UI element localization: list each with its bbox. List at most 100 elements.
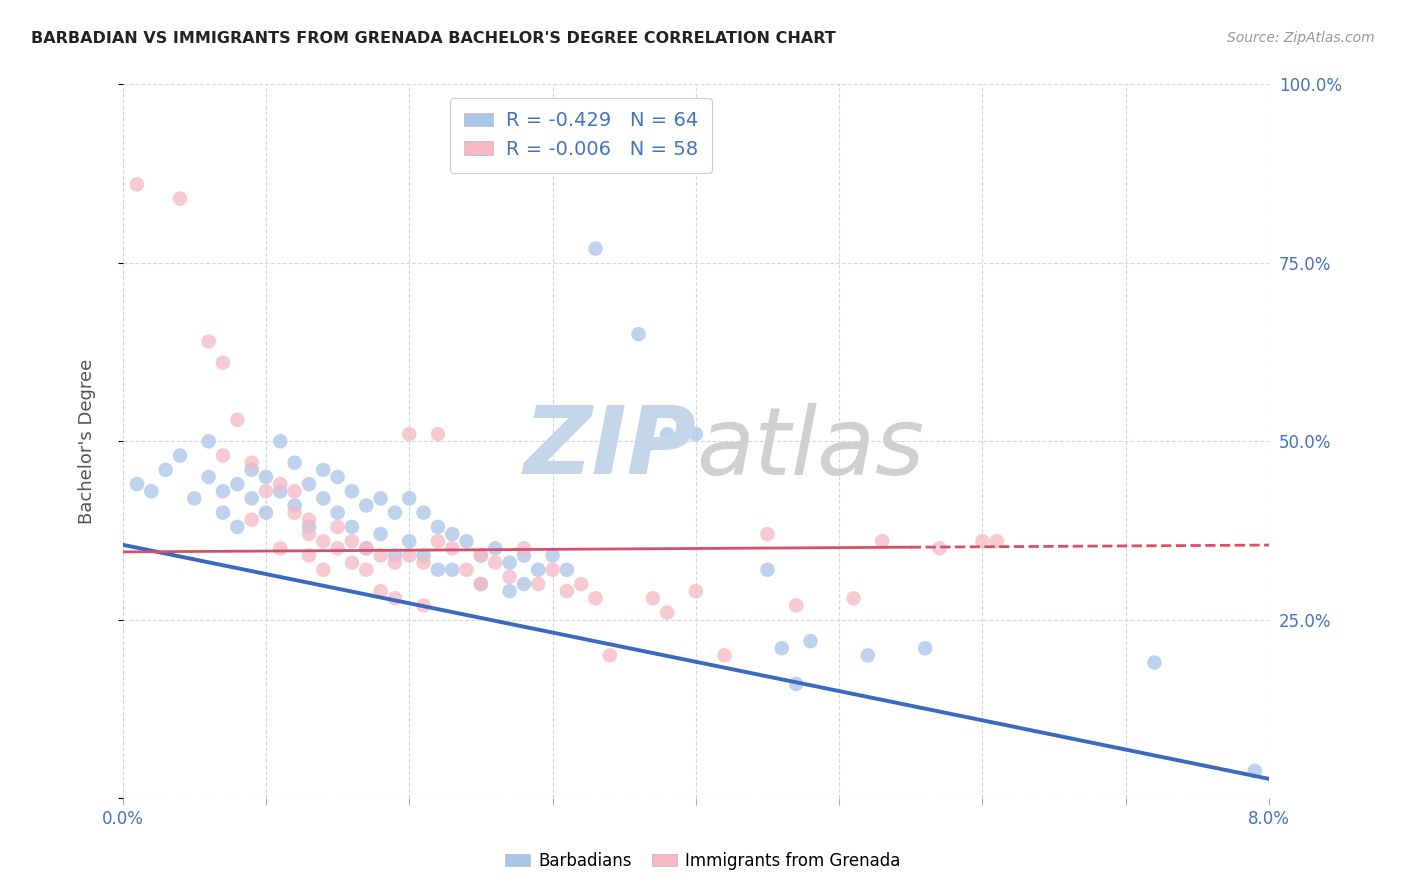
Point	[527, 563, 550, 577]
Point	[541, 549, 564, 563]
Point	[398, 549, 420, 563]
Point	[370, 491, 392, 506]
Point	[240, 456, 263, 470]
Point	[212, 356, 235, 370]
Point	[326, 470, 349, 484]
Point	[384, 591, 406, 606]
Point	[269, 484, 291, 499]
Point	[513, 549, 536, 563]
Point	[212, 449, 235, 463]
Point	[212, 484, 235, 499]
Point	[498, 584, 520, 599]
Point	[426, 427, 449, 442]
Point	[986, 534, 1008, 549]
Point	[212, 506, 235, 520]
Point	[770, 641, 793, 656]
Point	[326, 520, 349, 534]
Y-axis label: Bachelor's Degree: Bachelor's Degree	[79, 359, 96, 524]
Point	[398, 491, 420, 506]
Point	[169, 449, 191, 463]
Point	[842, 591, 865, 606]
Point	[384, 549, 406, 563]
Point	[370, 527, 392, 541]
Point	[240, 491, 263, 506]
Text: Source: ZipAtlas.com: Source: ZipAtlas.com	[1227, 31, 1375, 45]
Point	[398, 427, 420, 442]
Point	[914, 641, 936, 656]
Point	[585, 242, 607, 256]
Point	[384, 556, 406, 570]
Point	[356, 541, 378, 556]
Point	[125, 178, 148, 192]
Point	[356, 499, 378, 513]
Point	[470, 577, 492, 591]
Point	[398, 534, 420, 549]
Point	[412, 506, 434, 520]
Point	[370, 549, 392, 563]
Point	[284, 499, 307, 513]
Point	[657, 606, 679, 620]
Point	[254, 506, 277, 520]
Point	[326, 541, 349, 556]
Point	[197, 434, 219, 449]
Point	[312, 463, 335, 477]
Point	[426, 534, 449, 549]
Text: ZIP: ZIP	[523, 402, 696, 494]
Point	[470, 549, 492, 563]
Point	[412, 556, 434, 570]
Point	[340, 534, 363, 549]
Point	[972, 534, 994, 549]
Point	[356, 541, 378, 556]
Point	[441, 527, 464, 541]
Point	[141, 484, 163, 499]
Point	[370, 584, 392, 599]
Point	[155, 463, 177, 477]
Point	[484, 541, 506, 556]
Point	[785, 599, 807, 613]
Point	[298, 549, 321, 563]
Point	[498, 556, 520, 570]
Point	[513, 541, 536, 556]
Text: atlas: atlas	[696, 403, 924, 494]
Point	[799, 634, 821, 648]
Point	[470, 549, 492, 563]
Point	[226, 520, 249, 534]
Point	[856, 648, 879, 663]
Point	[441, 563, 464, 577]
Point	[541, 563, 564, 577]
Point	[240, 513, 263, 527]
Point	[785, 677, 807, 691]
Point	[555, 584, 578, 599]
Point	[269, 434, 291, 449]
Point	[284, 484, 307, 499]
Point	[756, 563, 779, 577]
Point	[284, 506, 307, 520]
Point	[197, 470, 219, 484]
Point	[928, 541, 950, 556]
Point	[713, 648, 735, 663]
Point	[183, 491, 205, 506]
Point	[426, 563, 449, 577]
Legend: Barbadians, Immigrants from Grenada: Barbadians, Immigrants from Grenada	[499, 846, 907, 877]
Point	[484, 556, 506, 570]
Point	[298, 520, 321, 534]
Point	[756, 527, 779, 541]
Point	[197, 334, 219, 349]
Point	[226, 413, 249, 427]
Point	[169, 192, 191, 206]
Point	[498, 570, 520, 584]
Point	[298, 477, 321, 491]
Point	[254, 484, 277, 499]
Point	[356, 563, 378, 577]
Point	[384, 506, 406, 520]
Point	[1243, 764, 1265, 778]
Text: BARBADIAN VS IMMIGRANTS FROM GRENADA BACHELOR'S DEGREE CORRELATION CHART: BARBADIAN VS IMMIGRANTS FROM GRENADA BAC…	[31, 31, 835, 46]
Point	[298, 527, 321, 541]
Point	[269, 541, 291, 556]
Point	[870, 534, 893, 549]
Point	[685, 427, 707, 442]
Point	[254, 470, 277, 484]
Point	[1143, 656, 1166, 670]
Point	[513, 577, 536, 591]
Point	[685, 584, 707, 599]
